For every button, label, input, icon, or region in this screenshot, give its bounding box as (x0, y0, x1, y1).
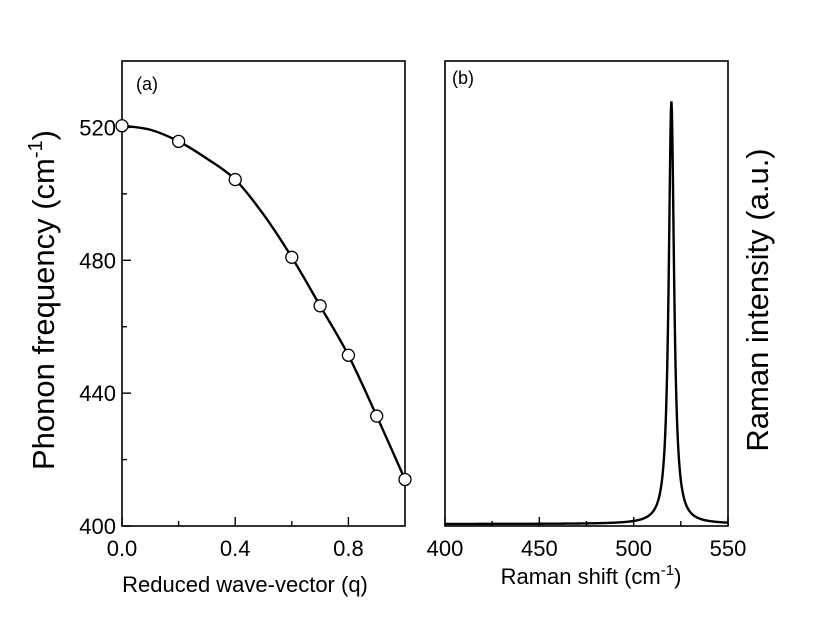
panel-b-x-axis-label-main: Raman shift (cm (501, 564, 661, 589)
panel-a-y-axis-label-main: Phonon frequency (cm (26, 158, 61, 470)
panel-a-y-tick-label: 480 (79, 248, 116, 273)
panel-a-y-tick-label: 520 (79, 115, 116, 140)
panel-a-y-tick-label: 440 (79, 381, 116, 406)
panel-b-raman-spectrum (444, 101, 729, 526)
panel-a-data-point (285, 250, 299, 264)
panel-a-y-axis-label: Phonon frequency (cm-1) (25, 130, 61, 470)
panel-a-tag: (a) (136, 74, 158, 94)
panel-a-y-axis-label-close: ) (26, 130, 61, 140)
panel-a-x-tick-label: 0.0 (107, 536, 138, 561)
panel-b-x-tick-label: 400 (427, 536, 464, 561)
panel-b-x-axis-label-superscript: -1 (661, 562, 674, 579)
panel-b: (b) 400 450 500 550 Raman shift (cm-1) Rama… (427, 60, 775, 589)
panel-a-data-point (398, 472, 412, 487)
panel-a-plot-area (115, 119, 412, 487)
panel-a: (a) 0.0 0.4 0.8 400 440 480 520 Reduced wave-v… (25, 60, 412, 597)
panel-b-x-tick-label: 500 (615, 536, 652, 561)
panel-a-data-point (115, 119, 129, 133)
panel-a-x-tick-label: 0.4 (220, 536, 251, 561)
panel-a-x-tick-label: 0.8 (333, 536, 364, 561)
panel-a-y-tick-label: 400 (79, 514, 116, 539)
panel-a-data-point (313, 299, 327, 313)
panel-b-x-axis-label-close: ) (674, 564, 681, 589)
panel-b-x-axis-label: Raman shift (cm-1) (501, 562, 682, 589)
panel-b-tag: (b) (452, 68, 474, 88)
panel-a-ticks: 0.0 0.4 0.8 400 440 480 520 (79, 115, 363, 561)
panel-b-plot-area (444, 101, 729, 526)
panel-a-dispersion-curve (121, 124, 407, 480)
panel-a-data-point (228, 172, 242, 187)
panel-a-x-axis-label: Reduced wave-vector (q) (122, 572, 368, 597)
panel-b-frame (444, 60, 729, 527)
panel-a-data-point (341, 348, 356, 362)
panel-b-y-axis-label: Raman intensity (a.u.) (740, 148, 775, 451)
panel-b-ticks: 400 450 500 550 (427, 517, 747, 561)
panel-b-x-tick-label: 450 (521, 536, 558, 561)
panel-a-y-axis-label-superscript: -1 (25, 140, 47, 158)
panel-a-data-point (370, 409, 384, 423)
panel-b-x-tick-label: 550 (710, 536, 747, 561)
panel-a-frame (121, 60, 406, 527)
panel-a-data-point (171, 134, 186, 149)
